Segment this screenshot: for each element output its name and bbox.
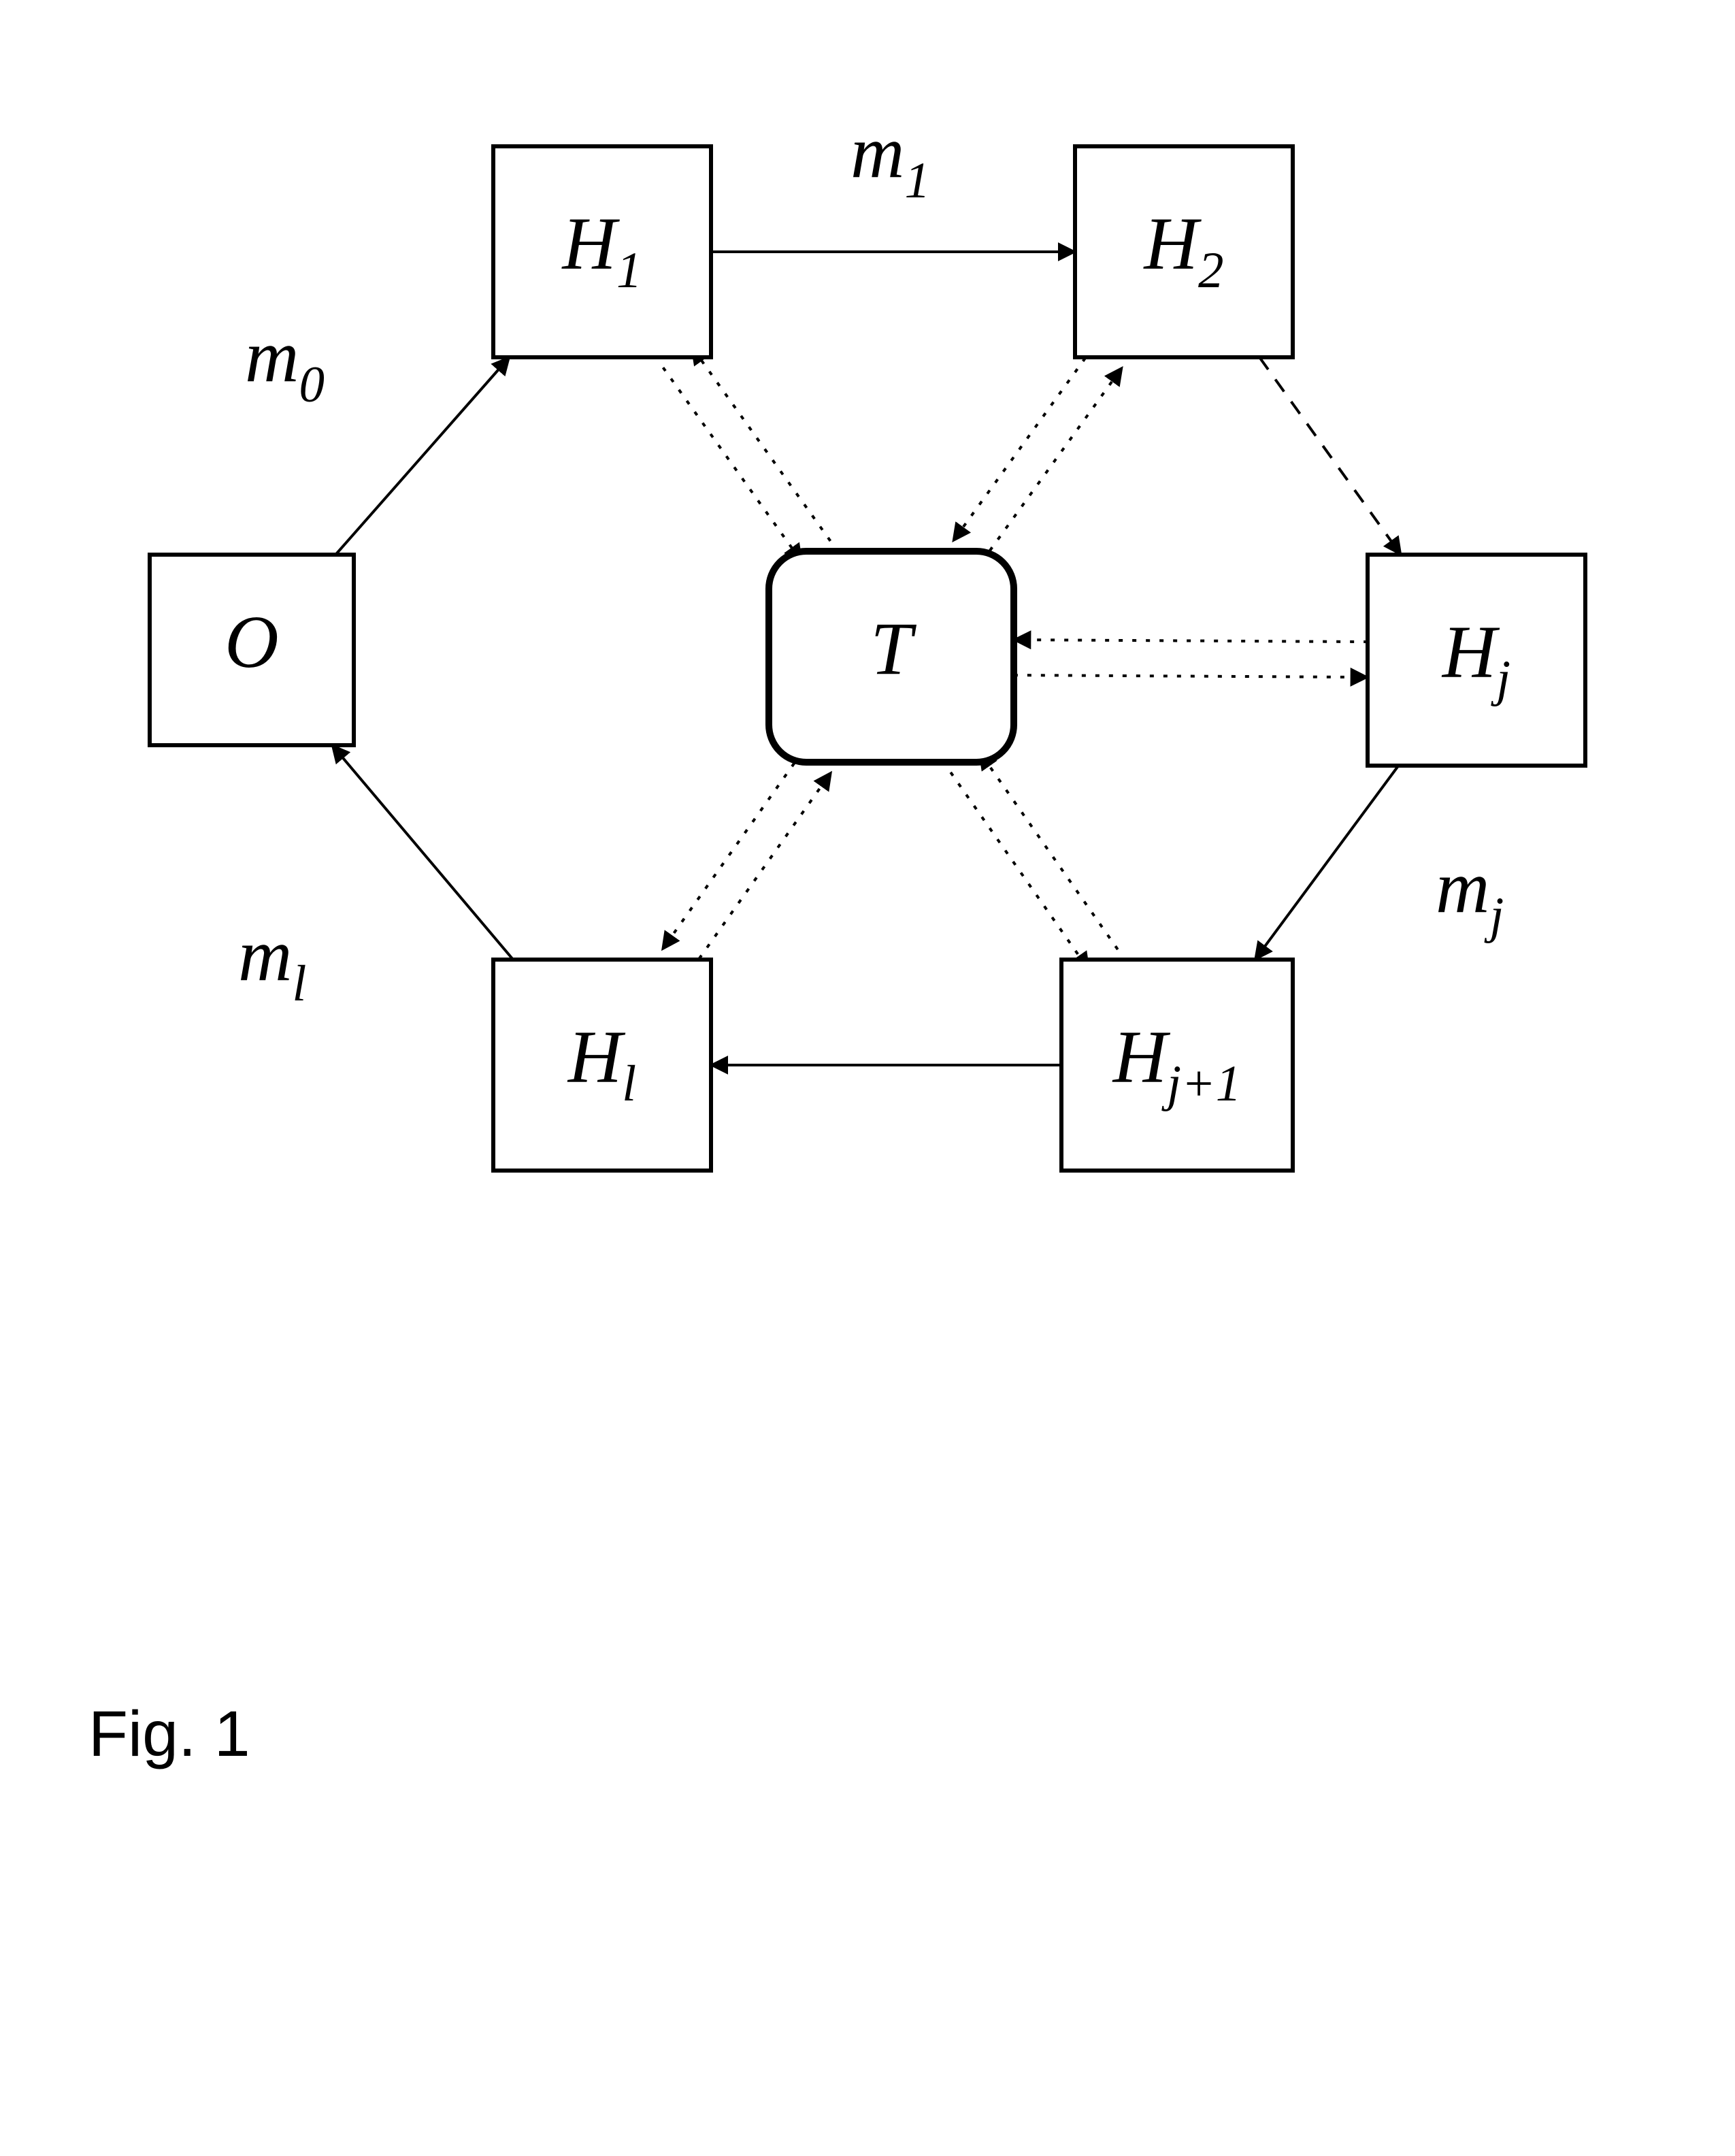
node-label-T: T bbox=[870, 607, 916, 690]
outer-edge bbox=[335, 357, 509, 555]
spoke-edge-out bbox=[692, 347, 831, 541]
figure-caption: Fig. 1 bbox=[88, 1698, 250, 1770]
edge-label: m0 bbox=[245, 314, 325, 413]
spoke-edge-in bbox=[663, 368, 802, 561]
node-label-O: O bbox=[225, 600, 278, 683]
edge-label: ml bbox=[238, 913, 306, 1012]
edge-label: mj bbox=[1436, 845, 1504, 944]
outer-edge bbox=[332, 745, 513, 960]
outer-edge bbox=[1255, 766, 1399, 960]
spoke-edge-in bbox=[980, 752, 1118, 949]
spoke-edge-out bbox=[1014, 675, 1368, 677]
edge-label: m1 bbox=[850, 110, 930, 209]
spoke-edge-in bbox=[691, 772, 831, 970]
spoke-edge-in bbox=[953, 347, 1093, 541]
spoke-edge-in bbox=[1014, 640, 1368, 642]
spoke-edge-out bbox=[982, 368, 1122, 561]
spoke-edge-out bbox=[663, 752, 802, 949]
outer-edge bbox=[1259, 357, 1401, 555]
spoke-edge-out bbox=[951, 772, 1089, 970]
